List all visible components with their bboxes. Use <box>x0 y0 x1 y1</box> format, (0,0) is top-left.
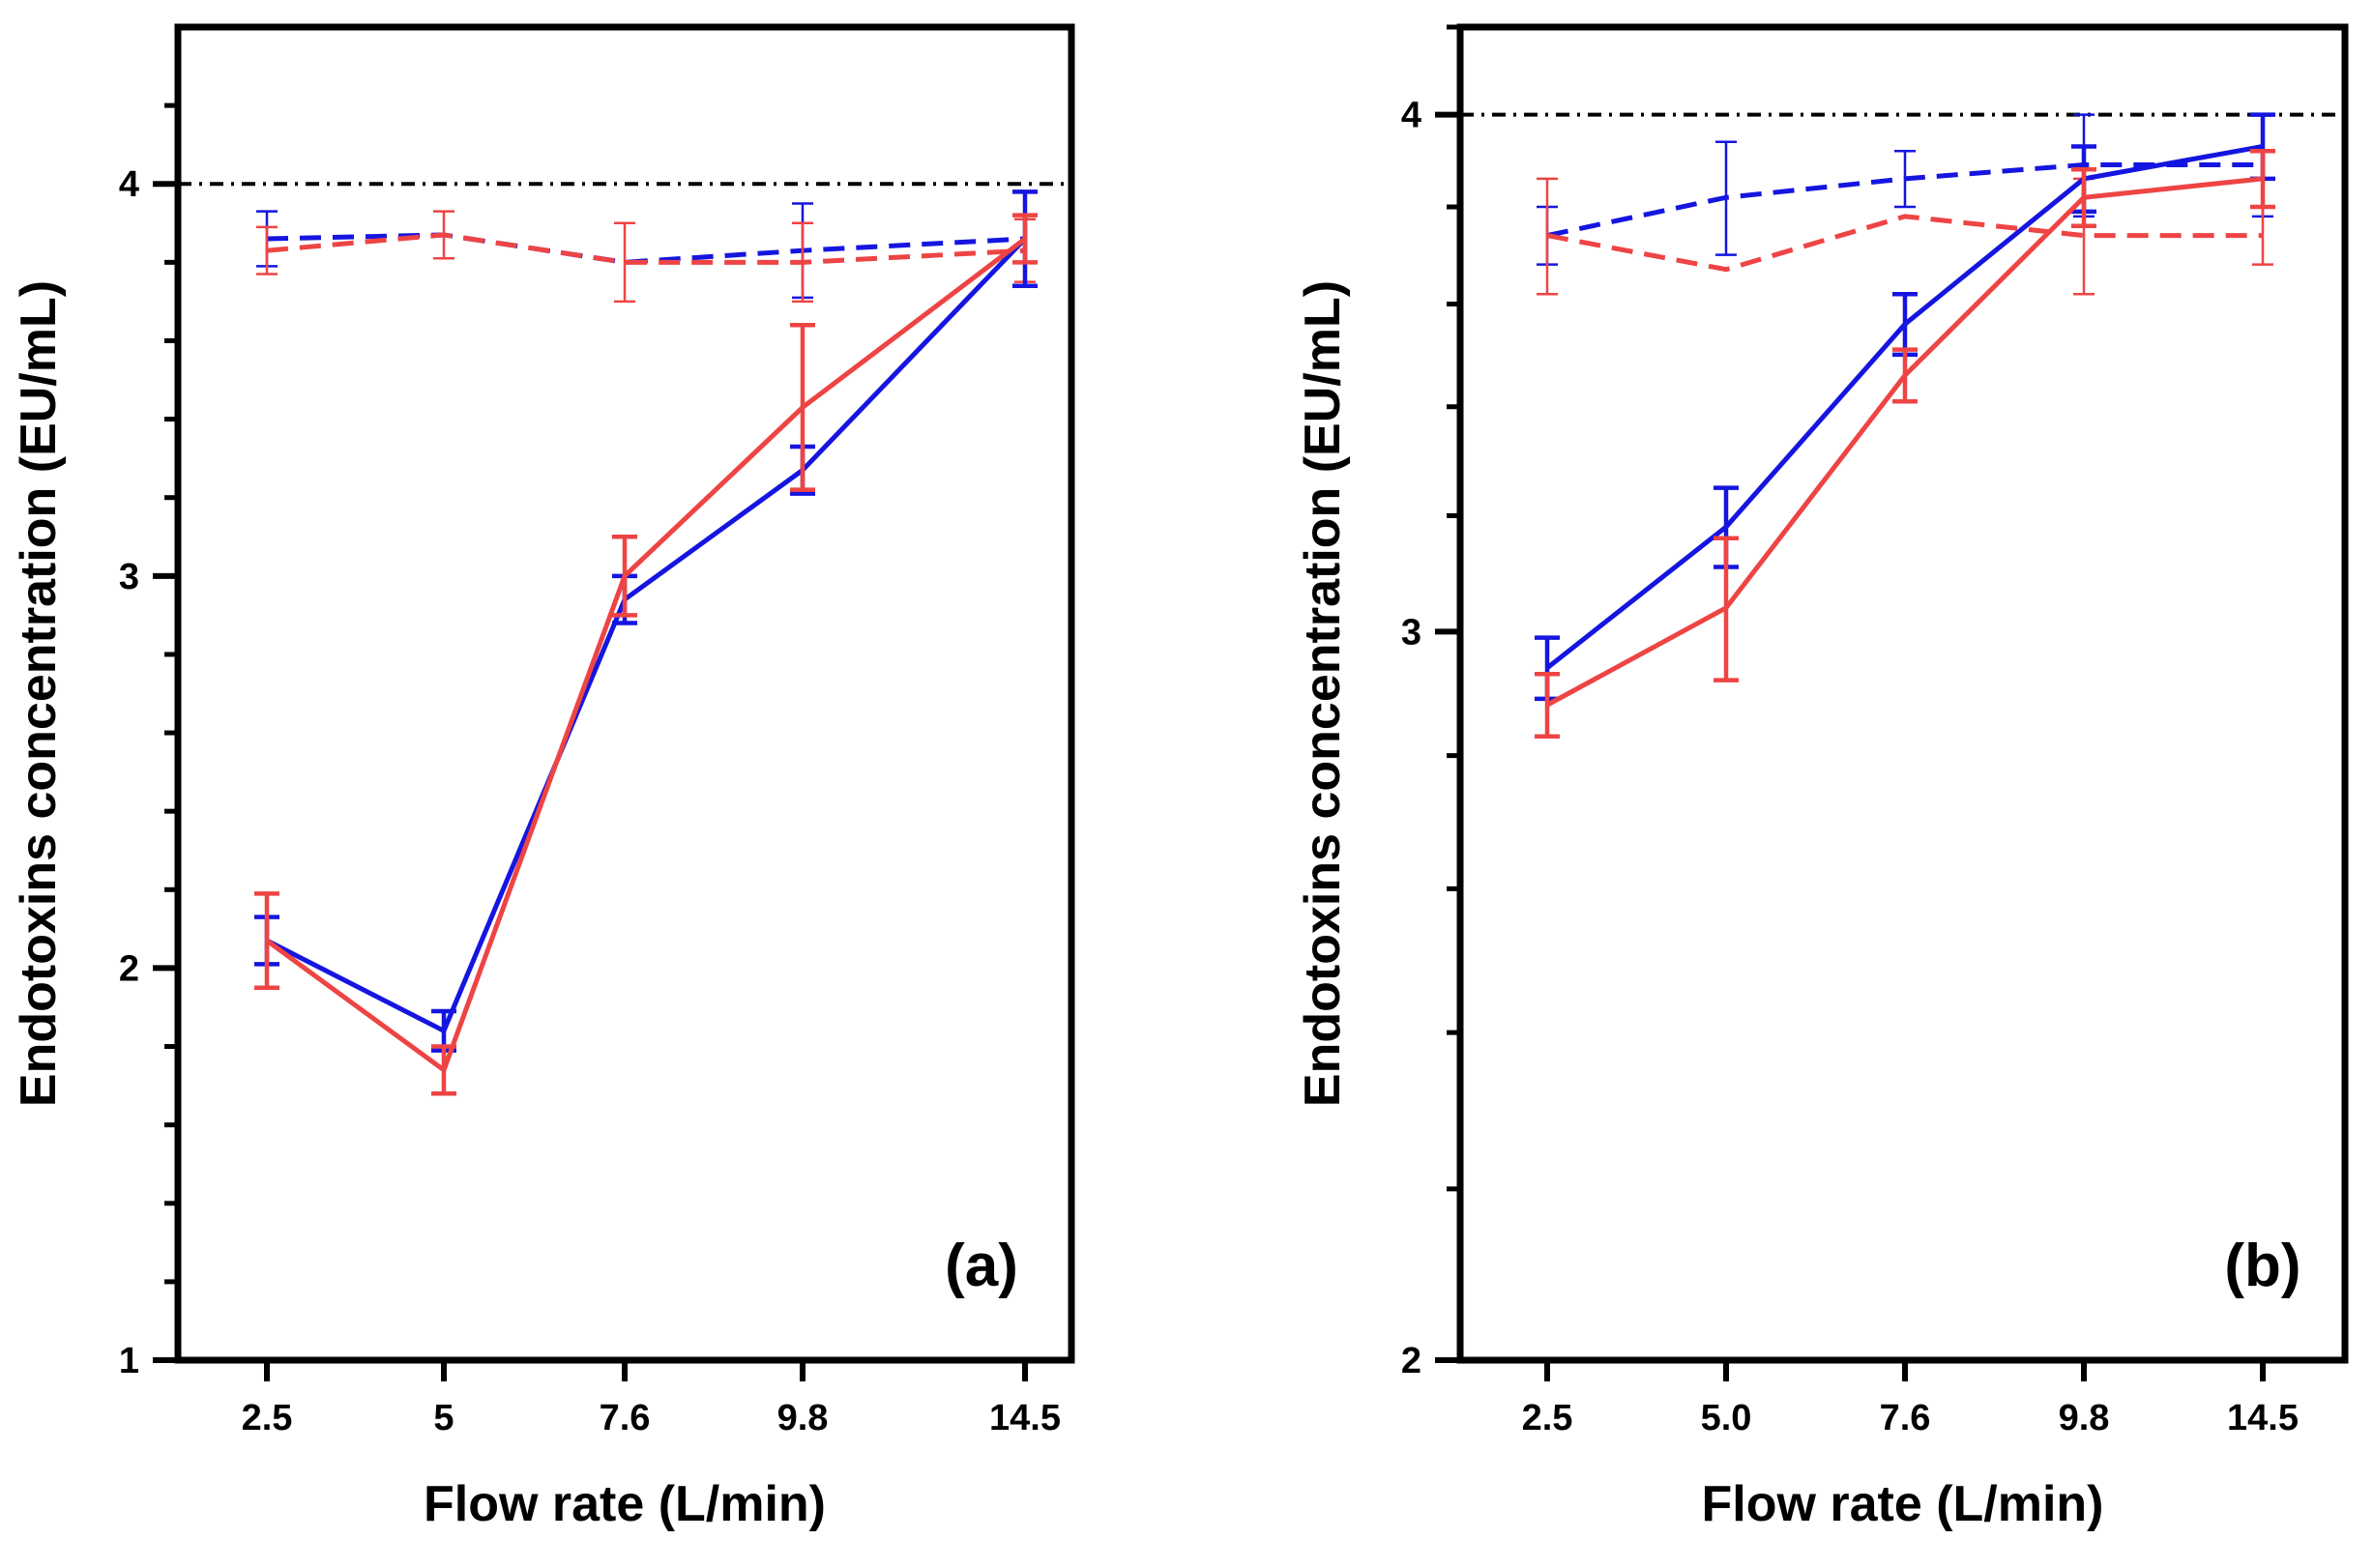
x-tick-label: 7.6 <box>600 1398 651 1438</box>
y-tick-label: 3 <box>119 557 139 597</box>
series-line <box>1546 214 2263 273</box>
panel-label: (b) <box>2224 1233 2300 1299</box>
series-line <box>266 232 1026 265</box>
series-red-solid <box>254 213 1038 1096</box>
series-blue-dashed <box>256 202 1036 300</box>
panel-b: 2 3 4 2.5 5.0 7.6 9.8 14.5 Flow rate (L/min) Endo… <box>1295 23 2349 1532</box>
x-tick-label: 9.8 <box>777 1398 829 1438</box>
series-red-dashed <box>256 210 1036 304</box>
x-tick-label: 2.5 <box>1522 1398 1573 1438</box>
series-line <box>1545 144 2264 670</box>
series-line <box>265 237 1027 1033</box>
y-tick-label: 4 <box>119 164 139 205</box>
y-axis-title: Endotoxins concentration (EU/mL) <box>11 280 67 1107</box>
x-tick-label: 5 <box>433 1398 454 1438</box>
series-red-solid <box>1535 148 2275 740</box>
x-tick-label: 14.5 <box>2227 1398 2299 1438</box>
x-tick-label: 5.0 <box>1701 1398 1752 1438</box>
y-tick-label: 2 <box>119 948 139 989</box>
series-line <box>265 237 1027 1073</box>
series-line <box>266 232 1026 265</box>
x-tick-label: 7.6 <box>1880 1398 1931 1438</box>
y-tick-label: 2 <box>1401 1341 1421 1381</box>
y-axis-title: Endotoxins concentration (EU/mL) <box>1295 280 1351 1107</box>
panel-label: (a) <box>945 1233 1018 1299</box>
panel-a: 1 2 3 4 2.5 5 7.6 9.8 14.5 Flow rate (L/min) Endot… <box>11 23 1075 1532</box>
x-tick-label: 2.5 <box>242 1398 293 1438</box>
y-tick-label: 4 <box>1401 96 1421 136</box>
x-axis-title: Flow rate (L/min) <box>424 1476 826 1532</box>
x-axis-title: Flow rate (L/min) <box>1702 1476 2104 1532</box>
x-tick-label: 14.5 <box>989 1398 1061 1438</box>
x-tick-label: 9.8 <box>2059 1398 2110 1438</box>
y-tick-label: 3 <box>1401 612 1421 653</box>
y-tick-label: 1 <box>119 1341 139 1381</box>
